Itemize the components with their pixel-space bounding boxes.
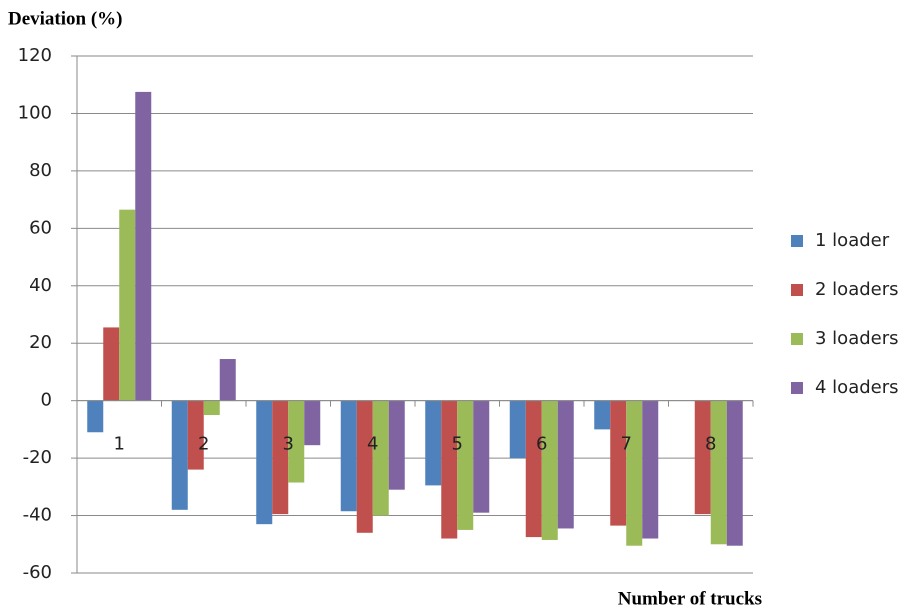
bar bbox=[187, 400, 204, 470]
legend-swatch bbox=[791, 382, 803, 394]
bar bbox=[509, 400, 526, 459]
bar bbox=[610, 400, 627, 526]
x-tick-label: 1 bbox=[114, 434, 125, 455]
y-tick-label: 80 bbox=[29, 160, 52, 181]
x-tick-label: 5 bbox=[452, 434, 463, 455]
x-tick-label: 8 bbox=[705, 434, 716, 455]
x-tick-label: 2 bbox=[198, 434, 209, 455]
y-tick-label: 60 bbox=[29, 217, 52, 238]
bar bbox=[256, 400, 273, 525]
legend-label: 3 loaders bbox=[815, 328, 899, 349]
bar bbox=[356, 400, 373, 533]
bar bbox=[594, 400, 611, 430]
bar bbox=[340, 400, 357, 512]
y-tick-label: 120 bbox=[18, 45, 52, 66]
x-axis-title: Number of trucks bbox=[618, 588, 762, 609]
legend-swatch bbox=[791, 284, 803, 296]
bar bbox=[203, 400, 220, 416]
bar bbox=[219, 359, 236, 401]
legend-label: 1 loader bbox=[815, 230, 890, 251]
bar bbox=[119, 209, 136, 401]
bar bbox=[388, 400, 405, 490]
bar bbox=[441, 400, 458, 539]
bar bbox=[694, 400, 711, 515]
y-tick-label: 20 bbox=[29, 332, 52, 353]
legend-swatch bbox=[791, 235, 803, 247]
legend-label: 4 loaders bbox=[815, 377, 899, 398]
y-tick-label: 0 bbox=[41, 390, 52, 411]
y-tick-label: -60 bbox=[23, 562, 52, 583]
bar bbox=[288, 400, 305, 483]
x-tick-label: 6 bbox=[536, 434, 547, 455]
legend-swatch bbox=[791, 333, 803, 345]
y-axis-title: Deviation (%) bbox=[8, 8, 123, 29]
bar bbox=[425, 400, 442, 486]
bar bbox=[642, 400, 659, 539]
y-tick-label: -40 bbox=[23, 505, 52, 526]
bar bbox=[541, 400, 558, 540]
bar bbox=[103, 327, 120, 401]
bar bbox=[372, 400, 389, 516]
bar bbox=[525, 400, 542, 538]
y-tick-label: 100 bbox=[18, 102, 52, 123]
bar bbox=[626, 400, 643, 546]
bar bbox=[135, 91, 152, 401]
bar bbox=[557, 400, 574, 529]
bar bbox=[171, 400, 188, 510]
bar bbox=[473, 400, 490, 513]
bar bbox=[304, 400, 321, 446]
bar bbox=[710, 400, 727, 545]
bar bbox=[87, 400, 104, 433]
bar bbox=[272, 400, 289, 515]
y-tick-label: 40 bbox=[29, 275, 52, 296]
y-tick-label: -20 bbox=[23, 447, 52, 468]
bar bbox=[457, 400, 474, 530]
x-tick-label: 3 bbox=[283, 434, 294, 455]
x-tick-label: 4 bbox=[367, 434, 378, 455]
legend-label: 2 loaders bbox=[815, 279, 899, 300]
bar bbox=[726, 400, 743, 546]
x-tick-label: 7 bbox=[621, 434, 632, 455]
